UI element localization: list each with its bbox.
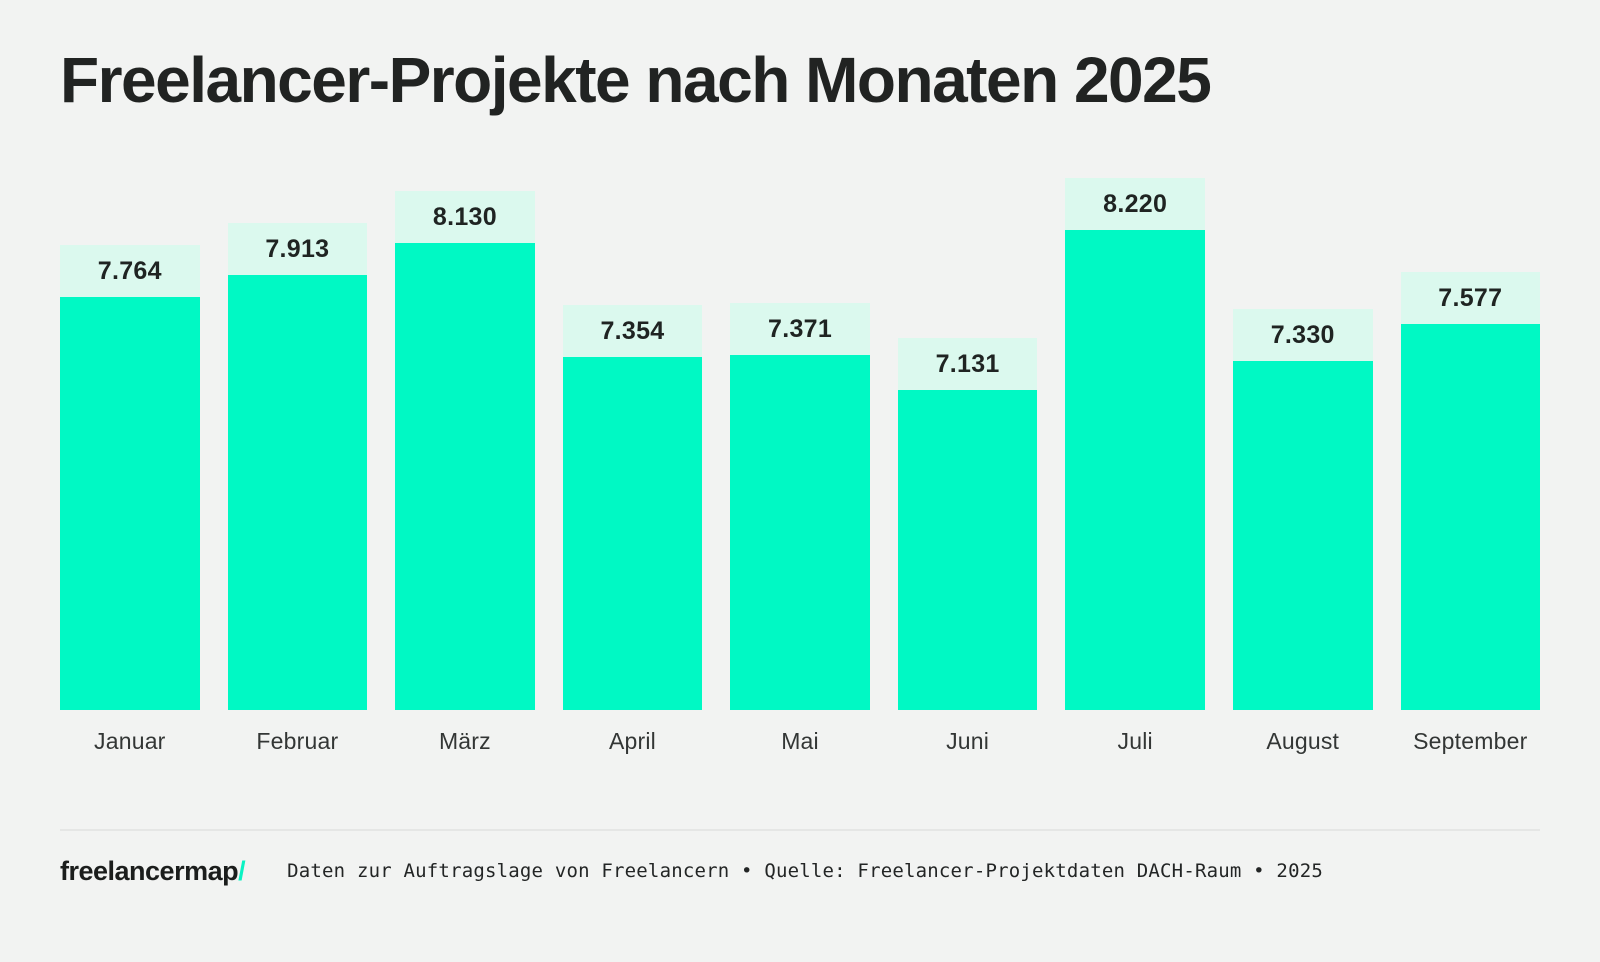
logo-slash-icon: / [238, 855, 246, 886]
bar-chart: 7.764 7.913 8.130 7.354 7.371 7.131 8.220 7.330… [60, 178, 1541, 710]
bar-value-label: 8.220 [1065, 178, 1205, 230]
bar-value-label: 7.913 [227, 223, 368, 275]
bar-value-label: 7.330 [1232, 309, 1373, 361]
bar-rect-august [1232, 361, 1373, 710]
bar-value-label: 7.131 [897, 338, 1038, 390]
bar-rect-september [1400, 324, 1541, 710]
bar-column-mai: 7.371 [730, 303, 870, 710]
bar-value-label: 7.764 [60, 245, 200, 297]
page-title: Freelancer-Projekte nach Monaten 2025 [60, 44, 1212, 116]
bar-column-märz: 8.130 [395, 191, 535, 710]
bar-column-januar: 7.764 [60, 245, 200, 710]
month-label-mai: Mai [781, 728, 819, 754]
bar-rect-januar [60, 297, 200, 710]
month-label-september: September [1413, 728, 1528, 754]
month-label-juni: Juni [946, 728, 990, 754]
bar-value-label: 8.130 [395, 191, 535, 243]
month-label-januar: Januar [94, 728, 166, 754]
footer: freelancermap/ Daten zur Auftragslage vo… [60, 850, 1540, 892]
month-label-april: April [608, 728, 656, 754]
bar-column-februar: 7.913 [227, 223, 368, 710]
logo-text: freelancermap [60, 855, 239, 886]
bar-column-juni: 7.131 [897, 338, 1038, 710]
freelancermap-logo: freelancermap/ [60, 855, 246, 887]
footer-divider [60, 829, 1540, 831]
bar-value-label: 7.371 [730, 303, 870, 355]
month-label-juli: Juli [1117, 728, 1153, 754]
bar-rect-mai [730, 355, 870, 710]
bar-rect-märz [395, 243, 535, 710]
month-label-märz: März [438, 728, 491, 754]
month-label-august: August [1266, 728, 1340, 754]
bar-value-label: 7.354 [562, 305, 703, 357]
month-axis-labels: Januar Februar März April Mai Juni Juli August S… [60, 728, 1540, 755]
bar-column-august: 7.330 [1232, 309, 1373, 710]
source-text: Daten zur Auftragslage von Freelancern •… [287, 860, 1323, 882]
bar-column-september: 7.577 [1400, 272, 1541, 710]
month-label-februar: Februar [256, 728, 339, 754]
bar-rect-juni [897, 390, 1038, 710]
bar-rect-februar [227, 275, 368, 710]
bar-value-label: 7.577 [1400, 272, 1541, 324]
bar-column-juli: 8.220 [1065, 178, 1205, 710]
bar-rect-juli [1065, 230, 1205, 710]
bar-column-april: 7.354 [562, 305, 703, 710]
bar-rect-april [562, 357, 703, 710]
